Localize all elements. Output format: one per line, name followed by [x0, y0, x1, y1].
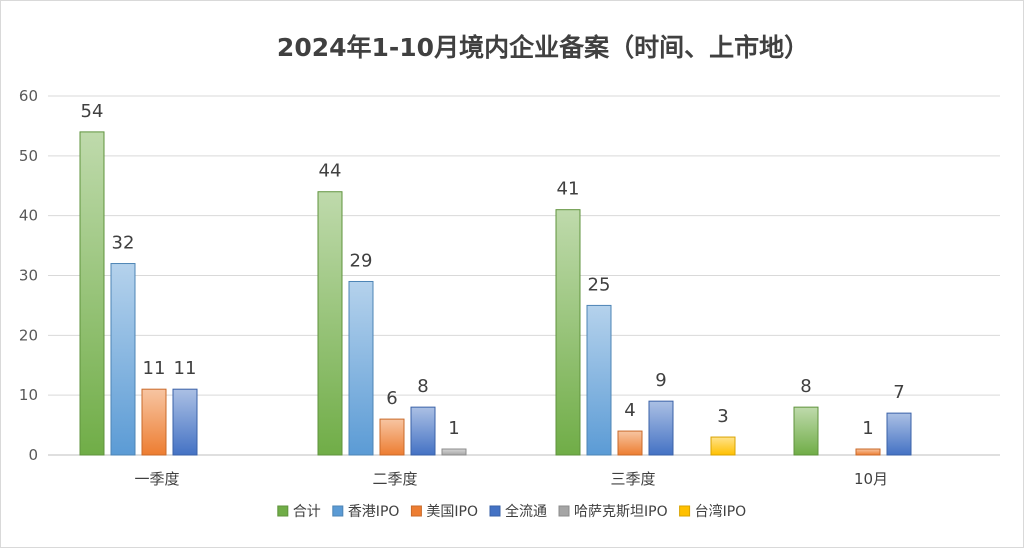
y-tick-label: 20: [19, 326, 38, 344]
bar: [348, 280, 374, 456]
bar: [617, 430, 643, 456]
gridlines: [48, 95, 1000, 456]
x-category-label: 一季度: [134, 470, 179, 488]
bar: [379, 418, 405, 456]
legend-swatch: [410, 505, 422, 517]
legend: 合计 香港IPO 美国IPO 全流通 哈萨克斯坦IPO 台湾IPO: [277, 503, 747, 520]
bar: [141, 388, 167, 456]
y-tick-label: 50: [19, 147, 38, 165]
data-label: 7: [893, 382, 904, 403]
legend-label: 台湾IPO: [695, 503, 747, 520]
x-category-label: 二季度: [372, 470, 417, 488]
data-label: 1: [862, 418, 873, 439]
bar: [172, 388, 198, 456]
chart-title: 2024年1-10月境内企业备案（时间、上市地）: [277, 33, 809, 62]
data-label: 32: [112, 233, 135, 254]
data-label: 8: [417, 376, 428, 397]
data-label: 3: [717, 406, 728, 427]
data-label: 11: [143, 358, 166, 379]
data-label: 44: [319, 161, 342, 182]
data-label: 41: [557, 179, 580, 200]
data-label: 25: [588, 274, 611, 295]
y-tick-label: 10: [19, 386, 38, 404]
y-tick-label: 40: [19, 207, 38, 225]
bar: [586, 304, 612, 456]
x-category-label: 10月: [854, 470, 888, 488]
bar: [317, 191, 343, 456]
data-label: 29: [350, 250, 373, 271]
y-tick-label: 0: [28, 446, 38, 464]
legend-swatch: [558, 505, 570, 517]
x-category-label: 三季度: [610, 470, 655, 488]
bar: [855, 448, 881, 456]
data-label: 4: [624, 400, 635, 421]
y-tick-label: 30: [19, 267, 38, 285]
y-tick-label: 60: [19, 87, 38, 105]
y-axis-ticks: 0 10 20 30 40 50 60: [19, 87, 38, 464]
data-label: 11: [174, 358, 197, 379]
bar: [555, 209, 581, 456]
bar: [793, 406, 819, 456]
legend-swatch: [679, 505, 691, 517]
data-label: 6: [386, 388, 397, 409]
x-axis-categories: 一季度 二季度 三季度 10月: [134, 470, 888, 488]
bar: [110, 263, 136, 456]
bar: [886, 412, 912, 456]
bar: [441, 448, 467, 456]
legend-label: 香港IPO: [348, 504, 400, 520]
data-label: 1: [448, 418, 459, 439]
data-label: 9: [655, 370, 666, 391]
legend-swatch: [489, 505, 501, 517]
legend-swatch: [277, 505, 289, 517]
legend-label: 哈萨克斯坦IPO: [574, 504, 668, 520]
data-label: 54: [81, 101, 104, 122]
bars: [79, 131, 912, 456]
bar: [410, 406, 436, 456]
legend-label: 全流通: [505, 503, 547, 520]
legend-label: 合计: [293, 504, 321, 520]
bar: [648, 400, 674, 456]
bar: [79, 131, 105, 456]
bar: [710, 436, 736, 456]
legend-swatch: [332, 505, 344, 517]
legend-label: 美国IPO: [426, 504, 478, 520]
data-label: 8: [800, 376, 811, 397]
